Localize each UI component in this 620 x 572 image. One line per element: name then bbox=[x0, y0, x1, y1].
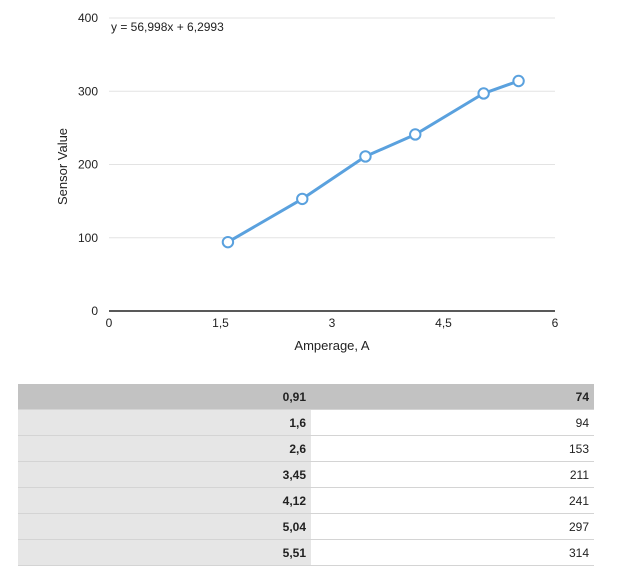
cell-amperage[interactable]: 1,6 bbox=[18, 409, 311, 436]
table-row: 5,04 297 bbox=[18, 513, 594, 540]
cell-amperage[interactable]: 2,6 bbox=[18, 435, 311, 462]
cell-sensor-value[interactable]: 153 bbox=[311, 435, 594, 462]
table-row: 4,12 241 bbox=[18, 487, 594, 514]
cell-sensor-value[interactable]: 74 bbox=[311, 384, 594, 410]
cell-sensor-value[interactable]: 241 bbox=[311, 487, 594, 514]
y-tick-label: 300 bbox=[78, 84, 98, 98]
x-tick-label: 3 bbox=[329, 316, 336, 330]
x-tick-label: 1,5 bbox=[212, 316, 229, 330]
x-axis-title: Amperage, A bbox=[294, 338, 369, 353]
cell-sensor-value[interactable]: 94 bbox=[311, 409, 594, 436]
y-tick-label: 200 bbox=[78, 158, 98, 172]
cell-amperage[interactable]: 5,04 bbox=[18, 513, 311, 540]
cell-sensor-value[interactable]: 297 bbox=[311, 513, 594, 540]
y-tick-label: 400 bbox=[78, 11, 98, 25]
trendline-equation: y = 56,998x + 6,2993 bbox=[111, 20, 224, 34]
table-row: 2,6 153 bbox=[18, 435, 594, 462]
cell-amperage[interactable]: 5,51 bbox=[18, 539, 311, 566]
data-point bbox=[409, 128, 422, 141]
cell-sensor-value[interactable]: 211 bbox=[311, 461, 594, 488]
y-tick-label: 100 bbox=[78, 231, 98, 245]
cell-amperage[interactable]: 0,91 bbox=[18, 384, 311, 410]
data-point bbox=[477, 87, 490, 100]
cell-sensor-value[interactable]: 314 bbox=[311, 539, 594, 566]
data-point bbox=[359, 150, 372, 163]
cell-amperage[interactable]: 3,45 bbox=[18, 461, 311, 488]
data-point bbox=[221, 235, 235, 249]
x-tick-label: 0 bbox=[106, 316, 113, 330]
table-row: 5,51 314 bbox=[18, 539, 594, 566]
scatter-chart: 0 100 200 300 400 0 1,5 3 4,5 6 Amperage, A Sensor … bbox=[55, 11, 559, 353]
data-table: 0,91 74 1,6 94 2,6 153 3,45 211 4,12 241 5,04 297 5,… bbox=[18, 384, 594, 566]
table-row: 1,6 94 bbox=[18, 409, 594, 436]
x-tick-label: 4,5 bbox=[435, 316, 452, 330]
table-header-row: 0,91 74 bbox=[18, 384, 594, 410]
cell-amperage[interactable]: 4,12 bbox=[18, 487, 311, 514]
data-point bbox=[296, 192, 309, 206]
y-axis-title: Sensor Value bbox=[55, 128, 70, 205]
series-line bbox=[226, 79, 521, 244]
y-tick-label: 0 bbox=[91, 304, 98, 318]
data-point bbox=[512, 74, 525, 88]
table-row: 3,45 211 bbox=[18, 461, 594, 488]
x-tick-label: 6 bbox=[552, 316, 559, 330]
